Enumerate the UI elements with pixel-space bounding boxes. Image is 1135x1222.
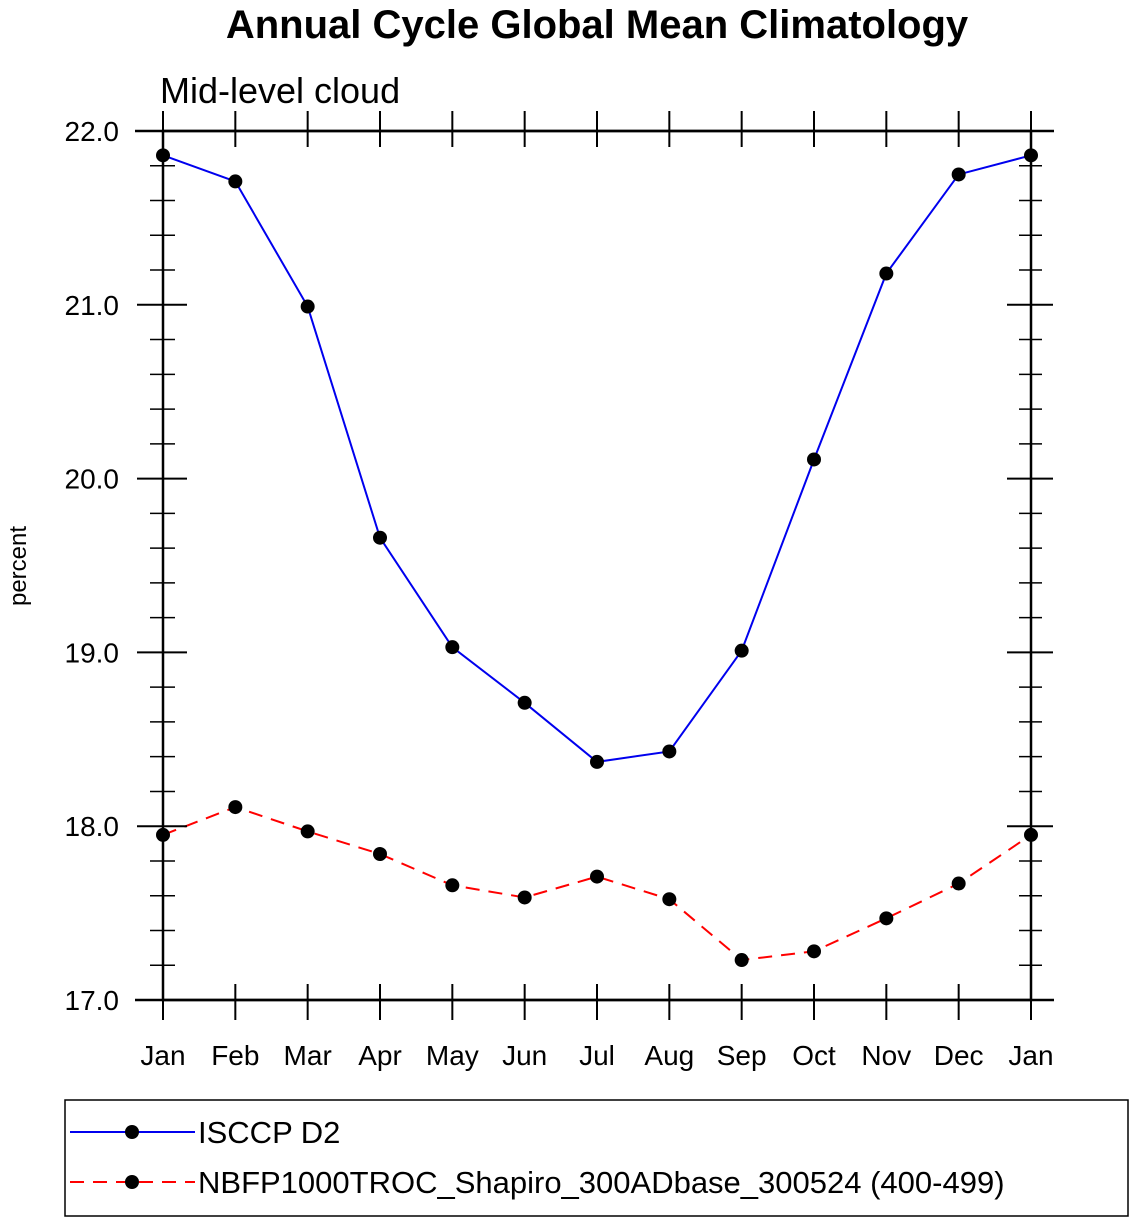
y-tick-label: 18.0	[65, 811, 120, 842]
legend-box	[64, 1099, 1129, 1217]
x-tick-label: Nov	[861, 1040, 911, 1071]
data-point	[951, 876, 966, 891]
data-point	[445, 640, 460, 655]
data-point	[517, 695, 532, 710]
data-point	[590, 754, 604, 769]
x-tick-label: Jun	[502, 1040, 547, 1071]
data-point	[662, 892, 677, 907]
y-tick-label: 21.0	[65, 290, 120, 321]
x-tick-label: Aug	[644, 1040, 694, 1071]
data-point	[300, 824, 315, 839]
data-point	[373, 530, 387, 545]
legend-label-isccp: ISCCP D2	[198, 1115, 340, 1150]
x-tick-label: May	[426, 1040, 479, 1071]
legend-marker-model	[125, 1175, 139, 1189]
data-point	[228, 174, 243, 189]
x-tick-label: Oct	[792, 1040, 836, 1071]
chart-title: Annual Cycle Global Mean Climatology	[226, 3, 969, 47]
data-point	[228, 800, 243, 815]
series-layer	[156, 148, 1038, 968]
data-point	[517, 890, 532, 905]
y-tick-label: 17.0	[65, 985, 120, 1016]
x-tick-label: Feb	[211, 1040, 259, 1071]
y-axis-label: percent	[5, 526, 32, 606]
data-point	[662, 744, 677, 759]
data-point	[879, 911, 894, 926]
series-model-run	[156, 800, 1038, 968]
data-point	[734, 953, 749, 968]
series-isccp-d2	[156, 148, 1038, 769]
chart-subtitle: Mid-level cloud	[160, 70, 400, 111]
x-tick-label: Sep	[717, 1040, 767, 1071]
tick-layer: Jan Feb Mar Apr May Jun Jul Aug Sep Oct Nov Dec Jan 1…	[65, 111, 1054, 1071]
data-point	[445, 878, 460, 893]
x-tick-label: Jan	[140, 1040, 185, 1071]
y-tick-label: 19.0	[65, 637, 120, 668]
data-point	[807, 452, 821, 467]
legend: ISCCP D2 NBFP1000TROC_Shapiro_300ADbase_…	[64, 1099, 1129, 1217]
data-point	[300, 299, 315, 314]
x-tick-label: Jul	[579, 1040, 615, 1071]
x-tick-label: Dec	[934, 1040, 984, 1071]
series-line	[162, 154, 1032, 763]
data-point	[734, 643, 749, 658]
data-point	[373, 847, 387, 862]
x-tick-label: Jan	[1008, 1040, 1053, 1071]
legend-label-model: NBFP1000TROC_Shapiro_300ADbase_300524 (4…	[198, 1165, 1005, 1200]
y-tick-label: 22.0	[65, 116, 120, 147]
legend-marker-isccp	[125, 1125, 139, 1139]
x-tick-label: Mar	[284, 1040, 332, 1071]
data-point	[590, 869, 604, 884]
x-tick-label: Apr	[358, 1040, 402, 1071]
data-point	[951, 167, 966, 182]
y-tick-label: 20.0	[65, 464, 120, 495]
data-point	[879, 266, 894, 281]
data-point	[807, 944, 821, 959]
